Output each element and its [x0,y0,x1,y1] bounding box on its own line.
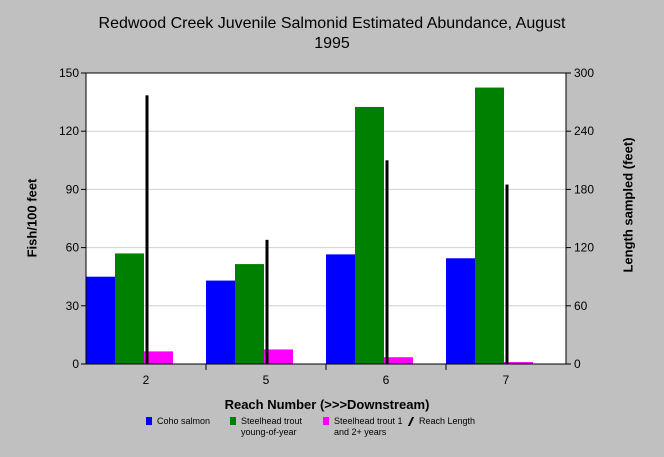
legend-swatch-reach-length [408,417,414,426]
legend-label-steelhead-yoy-2: young-of-year [241,427,297,437]
y-axis-left-label: Fish/100 feet [24,178,40,258]
bar [384,357,413,364]
bar [355,106,384,364]
legend-item-steelhead-yoy: Steelhead trout young-of-year [230,416,302,438]
legend-item-coho: Coho salmon [146,416,210,427]
y-right-tick-label: 240 [574,124,594,138]
legend-label-coho: Coho salmon [157,416,211,426]
bar [264,349,293,364]
y-left-tick-label: 90 [66,182,80,196]
legend-item-steelhead-1-2: Steelhead trout 1 and 2+ years [323,416,403,438]
bar [446,258,475,364]
bar [475,87,504,365]
bar [235,264,264,364]
y-left-tick-label: 0 [72,357,79,371]
chart-title-line1: Redwood Creek Juvenile Salmonid Estimate… [98,15,566,32]
reach-length-bar [505,184,509,364]
legend-label-steelhead-1-2-2: and 2+ years [334,427,387,437]
bar [504,362,533,364]
reach-length-bar [385,160,389,364]
y-right-tick-label: 180 [574,182,594,196]
x-tick-label: 7 [503,373,510,387]
legend-swatch-steelhead-1-2 [323,417,329,425]
reach-length-bar [265,239,269,364]
legend-label-steelhead-1-2-1: Steelhead trout 1 [334,416,403,426]
y-right-tick-label: 120 [574,241,594,255]
bar [206,280,235,364]
legend-item-reach-length: Reach Length [408,416,475,427]
legend-label-steelhead-yoy-1: Steelhead trout [241,416,303,426]
legend-label-reach-length: Reach Length [419,416,476,426]
y-right-tick-label: 60 [574,299,588,313]
y-right-tick-label: 0 [574,357,581,371]
x-tick-label: 2 [143,373,150,387]
x-tick-label: 6 [383,373,390,387]
bar [86,276,115,364]
x-tick-label: 5 [263,373,270,387]
y-right-tick-label: 300 [574,66,594,80]
bar [115,253,144,364]
y-left-tick-label: 150 [59,66,79,80]
x-axis-label: Reach Number (>>>Downstream) [224,397,430,412]
legend-swatch-coho [146,417,152,425]
bar [326,254,355,364]
legend-swatch-steelhead-yoy [230,417,236,425]
y-axis-right-label: Length sampled (feet) [620,137,636,273]
reach-length-bar [145,95,149,364]
y-left-tick-label: 30 [66,299,80,313]
chart-title: Redwood Creek Juvenile Salmonid Estimate… [0,14,664,54]
y-left-tick-label: 120 [59,124,79,138]
y-left-tick-label: 60 [66,241,80,255]
chart-title-line2: 1995 [314,35,350,52]
bar [144,351,173,364]
